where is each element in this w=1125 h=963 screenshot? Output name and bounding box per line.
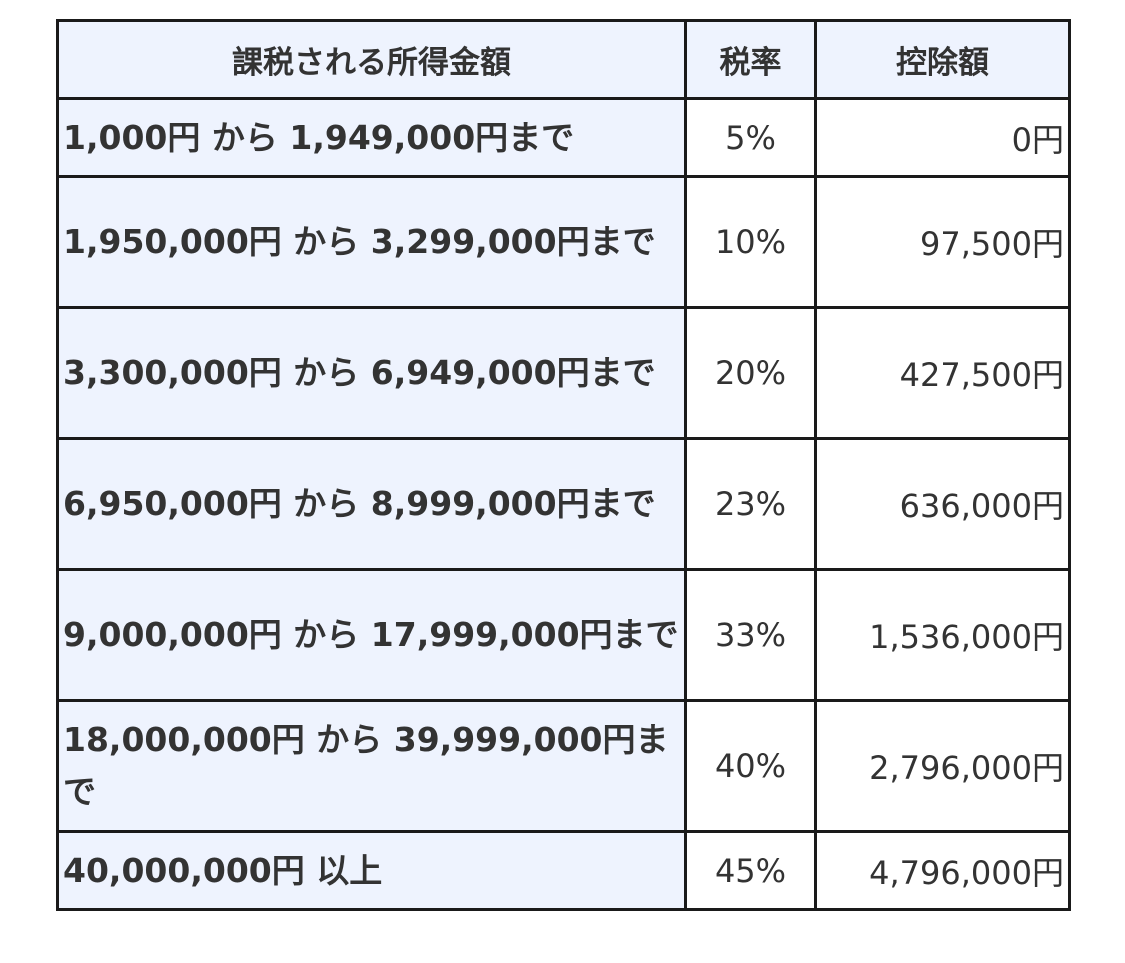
header-deduction: 控除額 (814, 19, 1071, 100)
table-row: 40,000,000円 以上 45% 4,796,000円 (56, 830, 1071, 911)
table-row: 6,950,000円 から 8,999,000円まで 23% 636,000円 (56, 437, 1071, 571)
tax-rate-cell: 33% (684, 568, 817, 702)
income-range-cell: 9,000,000円 から 17,999,000円まで (56, 568, 687, 702)
table-row: 3,300,000円 から 6,949,000円まで 20% 427,500円 (56, 306, 1071, 440)
income-tax-table: 課税される所得金額 税率 控除額 1,000円 から 1,949,000円まで … (56, 19, 1071, 911)
income-range-cell: 6,950,000円 から 8,999,000円まで (56, 437, 687, 571)
tax-rate-cell: 5% (684, 97, 817, 178)
table-row: 9,000,000円 から 17,999,000円まで 33% 1,536,00… (56, 568, 1071, 702)
income-range-cell: 1,950,000円 から 3,299,000円まで (56, 175, 687, 309)
tax-rate-cell: 20% (684, 306, 817, 440)
income-range-cell: 1,000円 から 1,949,000円まで (56, 97, 687, 178)
table-row: 18,000,000円 から 39,999,000円まで 40% 2,796,0… (56, 699, 1071, 833)
header-taxable-income: 課税される所得金額 (56, 19, 687, 100)
income-range-cell: 18,000,000円 から 39,999,000円まで (56, 699, 687, 833)
deduction-cell: 97,500円 (814, 175, 1071, 309)
deduction-cell: 427,500円 (814, 306, 1071, 440)
tax-rate-cell: 45% (684, 830, 817, 911)
table-row: 1,950,000円 から 3,299,000円まで 10% 97,500円 (56, 175, 1071, 309)
tax-rate-cell: 23% (684, 437, 817, 571)
income-range-cell: 3,300,000円 から 6,949,000円まで (56, 306, 687, 440)
deduction-cell: 0円 (814, 97, 1071, 178)
deduction-cell: 636,000円 (814, 437, 1071, 571)
deduction-cell: 2,796,000円 (814, 699, 1071, 833)
income-range-cell: 40,000,000円 以上 (56, 830, 687, 911)
tax-rate-cell: 40% (684, 699, 817, 833)
deduction-cell: 1,536,000円 (814, 568, 1071, 702)
table-row: 1,000円 から 1,949,000円まで 5% 0円 (56, 97, 1071, 178)
deduction-cell: 4,796,000円 (814, 830, 1071, 911)
header-tax-rate: 税率 (684, 19, 817, 100)
table-header-row: 課税される所得金額 税率 控除額 (56, 19, 1071, 100)
tax-rate-cell: 10% (684, 175, 817, 309)
